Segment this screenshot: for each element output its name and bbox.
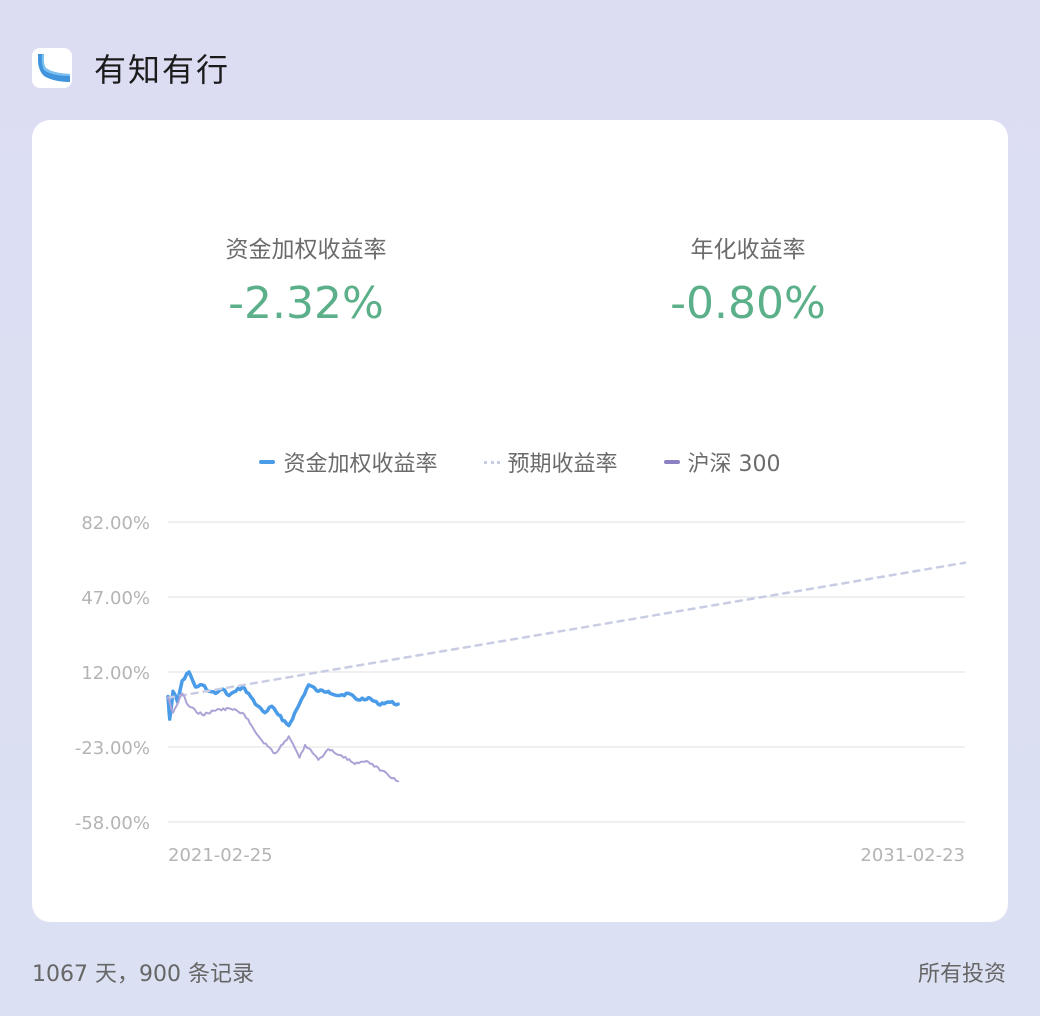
metric-value: -2.32% bbox=[228, 278, 384, 329]
y-tick-label: -58.00% bbox=[75, 813, 150, 834]
app-logo-icon bbox=[32, 48, 72, 88]
legend-label: 资金加权收益率 bbox=[283, 452, 438, 477]
x-axis-ticks: 2021-02-25 2031-02-23 bbox=[168, 845, 965, 866]
x-tick-label: 2031-02-23 bbox=[860, 845, 965, 866]
series-line-csi300 bbox=[167, 692, 400, 783]
portfolio-card: 资金加权收益率 -2.32% 年化收益率 -0.80% 资金加权收益率 预期收益… bbox=[32, 120, 1008, 922]
all-investments-link[interactable]: 所有投资 bbox=[917, 962, 1006, 987]
legend-swatch-purple bbox=[663, 460, 680, 464]
app-title: 有知有行 bbox=[94, 51, 231, 89]
y-tick-label: 47.00% bbox=[81, 588, 150, 609]
legend-label: 预期收益率 bbox=[507, 452, 618, 477]
series-line-money-weighted bbox=[166, 670, 400, 728]
series-line-expected bbox=[166, 561, 967, 699]
chart-gridlines bbox=[168, 521, 965, 823]
y-axis-ticks: 82.00% 47.00% 12.00% -23.00% -58.00% bbox=[75, 513, 150, 834]
legend-item-csi300[interactable]: 沪深 300 bbox=[663, 446, 781, 478]
metric-value: -0.80% bbox=[670, 278, 826, 329]
chart-legend: 资金加权收益率 预期收益率 沪深 300 bbox=[32, 446, 1008, 478]
metric-label: 年化收益率 bbox=[690, 237, 806, 263]
metric-money-weighted-return: 资金加权收益率 -2.32% bbox=[156, 230, 456, 329]
legend-label: 沪深 300 bbox=[687, 452, 781, 477]
legend-item-expected[interactable]: 预期收益率 bbox=[483, 446, 618, 478]
legend-swatch-dashed bbox=[483, 460, 500, 464]
records-summary: 1067 天，900 条记录 bbox=[32, 962, 254, 987]
legend-swatch-blue bbox=[259, 460, 276, 464]
x-tick-label: 2021-02-25 bbox=[168, 845, 273, 866]
y-tick-label: -23.00% bbox=[75, 738, 150, 759]
app-header: 有知有行 bbox=[32, 48, 231, 89]
metric-annualized-return: 年化收益率 -0.80% bbox=[598, 230, 898, 329]
y-tick-label: 82.00% bbox=[81, 513, 150, 534]
metric-label: 资金加权收益率 bbox=[225, 237, 387, 263]
legend-item-money-weighted[interactable]: 资金加权收益率 bbox=[259, 446, 438, 478]
y-tick-label: 12.00% bbox=[81, 663, 150, 684]
chart-series bbox=[166, 561, 967, 783]
return-chart[interactable]: 82.00% 47.00% 12.00% -23.00% -58.00% 2021-02… bbox=[32, 120, 1008, 922]
